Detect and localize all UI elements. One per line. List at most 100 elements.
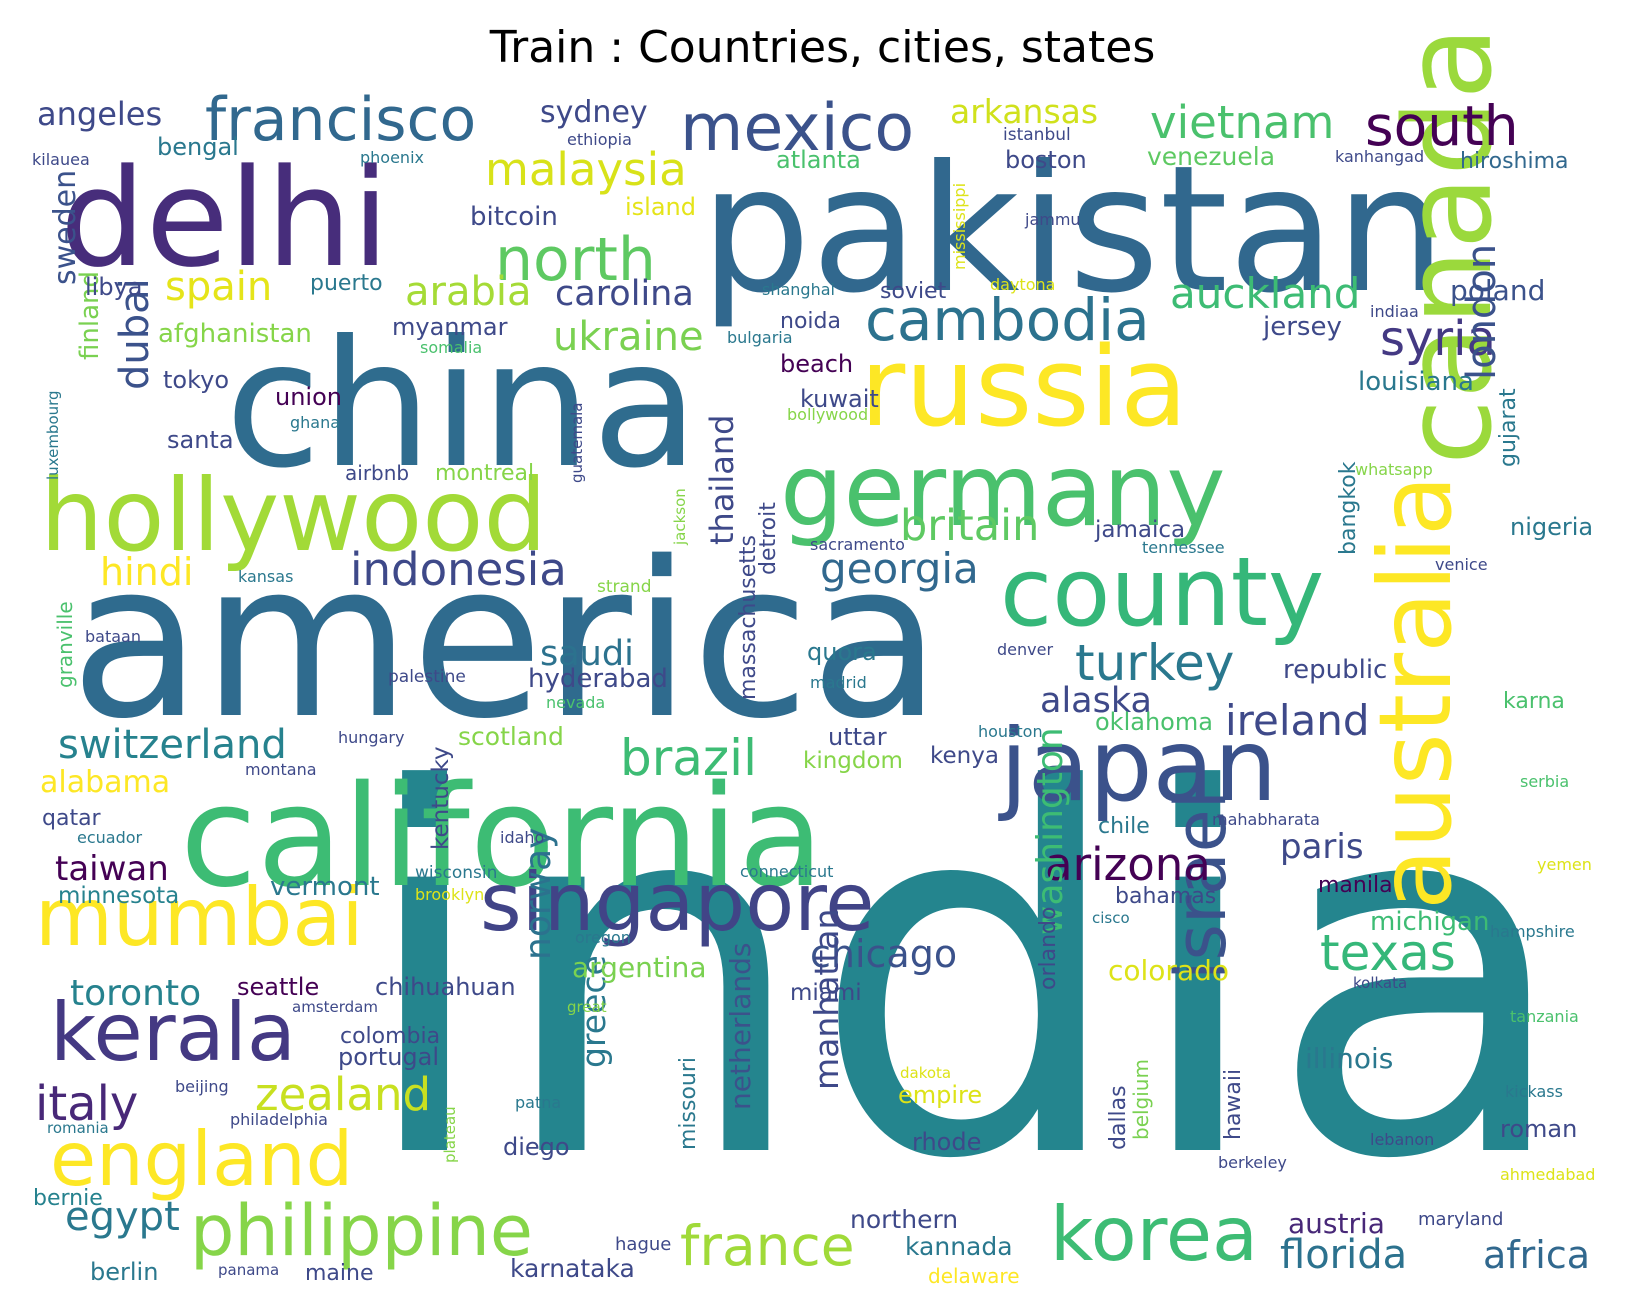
word-luxembourg: luxembourg: [44, 390, 62, 480]
word-london: london: [1459, 244, 1505, 380]
word-britain: britain: [900, 501, 1039, 551]
word-syria: syria: [1380, 311, 1496, 367]
word-sydney: sydney: [540, 95, 648, 130]
word-qatar: qatar: [42, 806, 102, 831]
word-bahamas: bahamas: [1115, 884, 1216, 909]
word-mississippi: mississippi: [950, 183, 969, 270]
word-angeles: angeles: [37, 95, 162, 133]
word-granville: granville: [53, 601, 77, 688]
word-zealand: zealand: [255, 1068, 431, 1121]
word-south: south: [1365, 94, 1519, 158]
word-jersey: jersey: [1262, 312, 1342, 342]
word-kanhangad: kanhangad: [1335, 147, 1424, 166]
word-istanbul: istanbul: [1003, 125, 1071, 145]
word-greece: greece: [574, 955, 613, 1068]
word-america: america: [70, 515, 942, 766]
word-manila: manila: [1318, 873, 1393, 898]
word-hindi: hindi: [100, 550, 193, 594]
word-afghanistan: afghanistan: [158, 319, 312, 349]
word-denver: denver: [997, 640, 1053, 659]
word-hiroshima: hiroshima: [1460, 149, 1569, 174]
word-alabama: alabama: [40, 765, 170, 800]
word-austria: austria: [1288, 1207, 1385, 1240]
word-paris: paris: [1280, 827, 1364, 867]
word-kannada: kannada: [905, 1232, 1013, 1261]
word-guatemala: guatemala: [568, 403, 586, 484]
word-kerala: kerala: [50, 986, 296, 1079]
word-finland: finland: [75, 271, 105, 360]
word-italy: italy: [35, 1076, 138, 1132]
word-korea: korea: [1050, 1190, 1258, 1278]
word-dubai: dubai: [112, 278, 158, 390]
word-northern: northern: [850, 1205, 958, 1234]
word-indonesia: indonesia: [350, 543, 567, 596]
word-missouri: missouri: [676, 1057, 701, 1150]
word-alaska: alaska: [1040, 681, 1152, 721]
word-gujarat: gujarat: [1496, 388, 1521, 467]
word-lebanon: lebanon: [1370, 1130, 1434, 1149]
word-myanmar: myanmar: [392, 313, 508, 341]
word-serbia: serbia: [1520, 772, 1569, 791]
word-delaware: delaware: [928, 1264, 1020, 1288]
word-jamaica: jamaica: [1094, 517, 1185, 543]
word-michigan: michigan: [1370, 907, 1489, 937]
word-empire: empire: [898, 1081, 982, 1109]
word-bataan: bataan: [85, 627, 141, 646]
word-netherlands: netherlands: [724, 943, 757, 1110]
word-kingdom: kingdom: [803, 748, 903, 774]
word-orlando: orlando: [1036, 907, 1061, 990]
word-switzerland: switzerland: [58, 722, 287, 768]
word-somalia: somalia: [420, 338, 482, 357]
word-cambodia: cambodia: [865, 286, 1150, 354]
word-whatsapp: whatsapp: [1355, 460, 1433, 479]
word-mexico: mexico: [680, 91, 914, 166]
word-detroit: detroit: [756, 502, 781, 575]
word-nigeria: nigeria: [1510, 513, 1593, 541]
word-florida: florida: [1280, 1232, 1407, 1278]
word-berkeley: berkeley: [1218, 1153, 1287, 1172]
word-colombia: colombia: [340, 1024, 440, 1049]
word-uttar: uttar: [828, 723, 887, 751]
word-ukraine: ukraine: [553, 314, 704, 360]
word-manhattan: manhattan: [807, 909, 846, 1090]
word-poland: poland: [1450, 274, 1545, 307]
word-mahabharata: mahabharata: [1212, 810, 1320, 829]
word-arkansas: arkansas: [950, 92, 1098, 131]
word-ireland: ireland: [1225, 696, 1370, 745]
word-washington: washington: [1030, 727, 1071, 935]
word-cisco: cisco: [1092, 909, 1130, 927]
word-pakistan: pakistan: [700, 129, 1446, 332]
word-vermont: vermont: [270, 872, 380, 902]
word-madrid: madrid: [810, 673, 867, 692]
word-dakota: dakota: [900, 1064, 951, 1082]
word-boston: boston: [1005, 146, 1087, 174]
word-beach: beach: [780, 350, 853, 378]
word-chihuahuan: chihuahuan: [375, 973, 516, 1001]
word-noida: noida: [780, 309, 841, 334]
word-wisconsin: wisconsin: [415, 863, 497, 883]
word-russia: russia: [860, 323, 1188, 451]
word-japan: japan: [998, 707, 1277, 824]
word-roman: roman: [1500, 1115, 1577, 1143]
word-seattle: seattle: [237, 973, 319, 1001]
word-venice: venice: [1435, 555, 1488, 574]
word-turkey: turkey: [1075, 634, 1234, 692]
word-chile: chile: [1098, 814, 1150, 839]
word-soviet: soviet: [880, 279, 947, 304]
word-kansas: kansas: [238, 567, 293, 586]
word-louisiana: louisiana: [1358, 367, 1474, 397]
word-hyderabad: hyderabad: [528, 664, 668, 694]
word-venezuela: venezuela: [1147, 142, 1275, 171]
word-ahmedabad: ahmedabad: [1500, 1165, 1595, 1184]
word-sacramento: sacramento: [810, 535, 905, 554]
word-tokyo: tokyo: [163, 366, 229, 394]
word-hague: hague: [615, 1234, 671, 1255]
word-belgium: belgium: [1129, 1059, 1153, 1140]
word-nevada: nevada: [546, 693, 605, 712]
word-california: california: [180, 756, 824, 919]
word-kickass: kickass: [1505, 1082, 1563, 1101]
word-argentina: argentina: [572, 951, 707, 984]
word-thailand: thailand: [703, 415, 741, 545]
word-france: france: [680, 1214, 855, 1278]
